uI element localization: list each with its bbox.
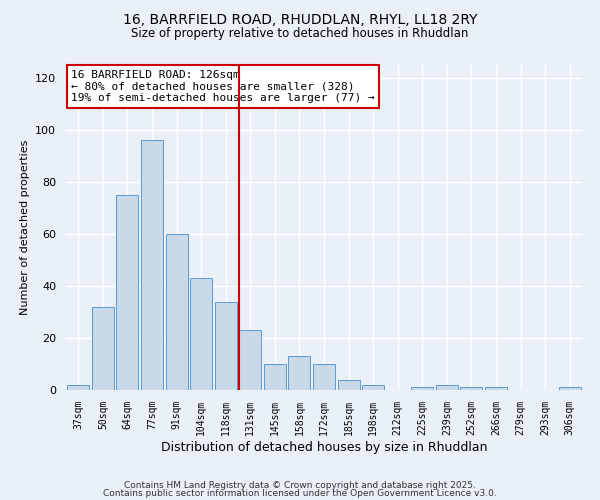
Bar	[264, 364, 286, 390]
Text: Contains public sector information licensed under the Open Government Licence v3: Contains public sector information licen…	[103, 488, 497, 498]
Bar	[436, 385, 458, 390]
X-axis label: Distribution of detached houses by size in Rhuddlan: Distribution of detached houses by size …	[161, 440, 487, 454]
Bar	[289, 356, 310, 390]
Text: 16 BARRFIELD ROAD: 126sqm
← 80% of detached houses are smaller (328)
19% of semi: 16 BARRFIELD ROAD: 126sqm ← 80% of detac…	[71, 70, 375, 103]
Bar	[313, 364, 335, 390]
Bar	[215, 302, 237, 390]
Bar	[411, 388, 433, 390]
Bar	[116, 195, 139, 390]
Bar	[460, 388, 482, 390]
Bar	[485, 388, 507, 390]
Bar	[239, 330, 262, 390]
Bar	[338, 380, 359, 390]
Bar	[166, 234, 188, 390]
Text: Contains HM Land Registry data © Crown copyright and database right 2025.: Contains HM Land Registry data © Crown c…	[124, 481, 476, 490]
Bar	[190, 278, 212, 390]
Text: Size of property relative to detached houses in Rhuddlan: Size of property relative to detached ho…	[131, 28, 469, 40]
Y-axis label: Number of detached properties: Number of detached properties	[20, 140, 29, 315]
Text: 16, BARRFIELD ROAD, RHUDDLAN, RHYL, LL18 2RY: 16, BARRFIELD ROAD, RHUDDLAN, RHYL, LL18…	[123, 12, 477, 26]
Bar	[141, 140, 163, 390]
Bar	[67, 385, 89, 390]
Bar	[92, 307, 114, 390]
Bar	[559, 388, 581, 390]
Bar	[362, 385, 384, 390]
